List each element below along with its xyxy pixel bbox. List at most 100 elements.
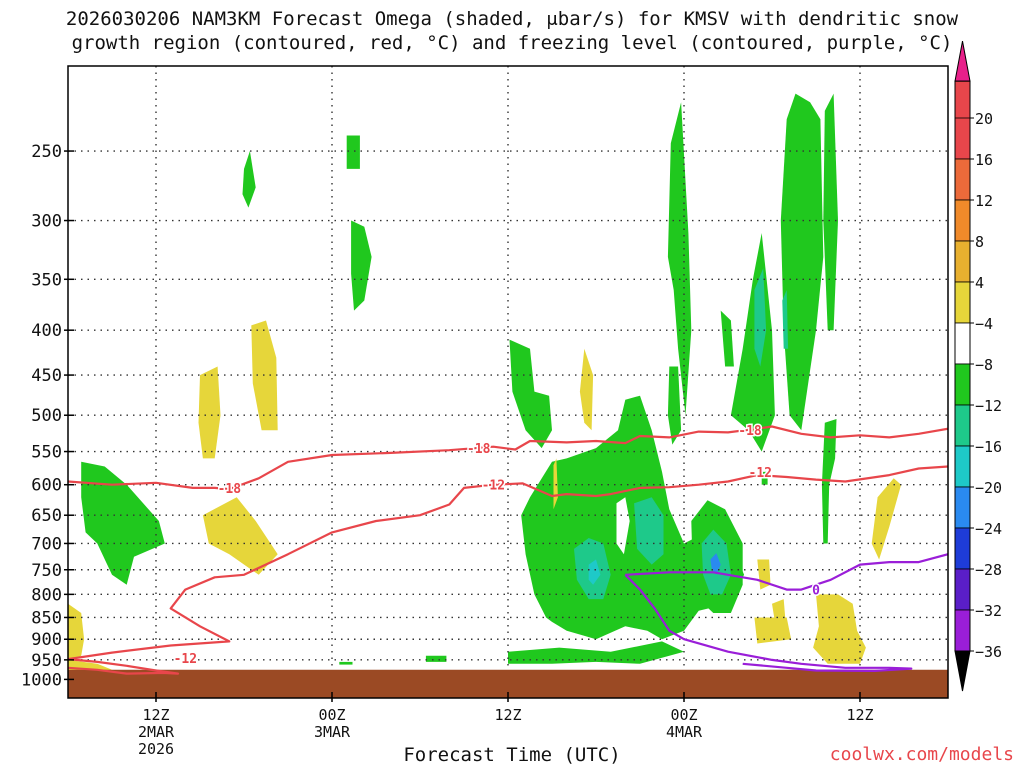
site-credit: coolwx.com/models <box>829 744 1014 765</box>
y-tick-label: 350 <box>31 270 62 290</box>
x-axis-label: Forecast Time (UTC) <box>403 744 621 766</box>
omega-shade-region <box>720 310 734 367</box>
contour-label: -18 <box>738 424 762 439</box>
colorbar-band <box>954 117 971 160</box>
temperature-contour <box>624 574 913 672</box>
colorbar-label: −16 <box>975 438 1002 456</box>
omega-shade-region <box>782 290 789 349</box>
omega-shade-region <box>339 661 353 665</box>
x-tick-label: 00Z <box>318 706 345 724</box>
temperature-contour <box>625 553 948 591</box>
y-tick-label: 1000 <box>21 670 62 690</box>
x-tick-label: 12Z <box>846 706 873 724</box>
colorbar-band <box>954 486 971 529</box>
omega-shade-region <box>242 151 256 208</box>
colorbar-label: −24 <box>975 520 1002 538</box>
colorbar-label: −8 <box>975 356 993 374</box>
x-tick-label: 00Z <box>670 706 697 724</box>
colorbar-label: −36 <box>975 643 1002 661</box>
y-tick-label: 250 <box>31 142 62 162</box>
colorbar-label: −32 <box>975 602 1002 620</box>
omega-shade-region <box>616 497 630 555</box>
y-tick-label: 550 <box>31 443 62 463</box>
colorbar-bottom-arrow <box>954 650 971 692</box>
omega-shade-region <box>579 348 594 431</box>
omega-shade-region <box>813 594 866 664</box>
colorbar-band <box>954 404 971 447</box>
plot-area-group: -18 -18 -18 -12 -12 -12 0 <box>68 66 948 698</box>
omega-shade-region <box>730 233 775 452</box>
colorbar-band <box>954 158 971 201</box>
contour-label: -12 <box>482 479 505 494</box>
colorbar-label: −28 <box>975 561 1002 579</box>
chart-title-line-1: 2026030206 NAM3KM Forecast Omega (shaded… <box>65 8 959 30</box>
colorbar-band <box>954 363 971 406</box>
y-tick-label: 850 <box>31 608 62 628</box>
contour-label: -12 <box>174 652 197 667</box>
y-tick-label: 800 <box>31 585 62 605</box>
colorbar-label: 20 <box>975 110 993 128</box>
omega-shade-region <box>508 641 684 664</box>
y-tick-label: 600 <box>31 476 62 496</box>
contour-label: 0 <box>812 584 820 599</box>
colorbar-label: −4 <box>975 315 993 333</box>
colorbar-label: 8 <box>975 233 984 251</box>
omega-shade-region <box>823 93 838 331</box>
omega-shade-region <box>780 93 824 431</box>
colorbar-band <box>954 199 971 242</box>
y-tick-label: 700 <box>31 534 62 554</box>
omega-shade-region <box>757 559 771 590</box>
omega-shade-region <box>588 559 601 585</box>
y-tick-label: 950 <box>31 651 62 671</box>
omega-shade-region <box>772 599 786 622</box>
x-tick-label: 12Z <box>142 706 169 724</box>
colorbar-band <box>955 81 970 118</box>
temperature-contour <box>68 425 948 491</box>
x-tick-label: 4MAR <box>666 723 703 741</box>
colorbar-label: 4 <box>975 274 984 292</box>
colorbar-top-arrow <box>954 41 971 82</box>
y-tick-label: 900 <box>31 630 62 650</box>
y-tick-label: 650 <box>31 506 62 526</box>
x-tick-label: 12Z <box>494 706 521 724</box>
omega-shade-region <box>667 102 692 416</box>
colorbar-label: −12 <box>975 397 1002 415</box>
colorbar-band <box>954 281 971 324</box>
y-tick-label: 750 <box>31 561 62 581</box>
omega-shade-region <box>202 497 278 575</box>
omega-shade-region <box>68 603 85 664</box>
omega-shade-region <box>754 617 792 644</box>
omega-shade-region <box>871 478 902 560</box>
contour-label: -12 <box>749 466 772 481</box>
colorbar-band <box>954 609 971 652</box>
colorbar-label: 16 <box>975 151 993 169</box>
chart-title-line-2: growth region (contoured, red, °C) and f… <box>71 32 953 54</box>
colorbar-label: −20 <box>975 479 1002 497</box>
omega-shade-region <box>81 461 165 585</box>
y-tick-label: 500 <box>31 406 62 426</box>
colorbar-band <box>954 240 971 283</box>
y-tick-label: 450 <box>31 366 62 386</box>
omega-shade-region <box>509 339 552 449</box>
colorbar-band <box>954 568 971 611</box>
colorbar-label: 12 <box>975 192 993 210</box>
x-tick-label: 2026 <box>138 740 174 758</box>
omega-shade-region <box>754 268 767 367</box>
colorbar-band <box>954 322 971 365</box>
contour-label: -18 <box>218 482 242 497</box>
colorbar-band <box>954 445 971 488</box>
contour-label: -18 <box>467 442 491 457</box>
colorbar-frame <box>954 80 971 652</box>
omega-shade-region <box>346 135 360 169</box>
x-tick-label: 3MAR <box>314 723 351 741</box>
omega-shade-region <box>351 220 372 311</box>
colorbar-band <box>954 527 971 570</box>
omega-shade-region <box>198 366 221 459</box>
omega-shade-region <box>425 655 447 662</box>
x-tick-label: 2MAR <box>138 723 175 741</box>
y-tick-label: 300 <box>31 212 62 232</box>
omega-shade-region <box>667 366 682 445</box>
omega-shade-region <box>634 497 664 565</box>
